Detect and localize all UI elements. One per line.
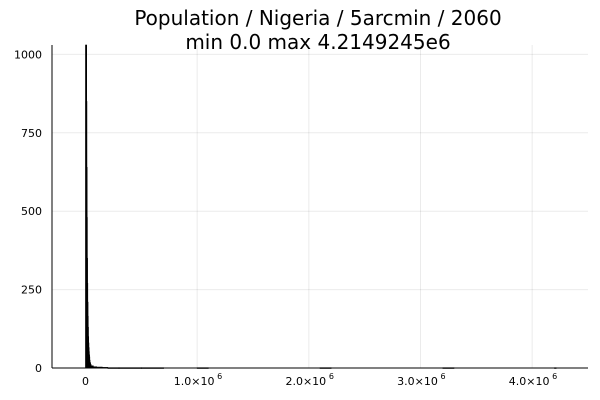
- grid-lines: [52, 45, 588, 369]
- x-tick-mantissa: 0: [82, 375, 89, 388]
- x-tick-exponent: 6: [441, 372, 446, 381]
- histogram-bar: [196, 367, 209, 369]
- histogram-bar: [554, 367, 557, 369]
- histogram-bar: [101, 367, 109, 369]
- histogram-bar: [118, 367, 142, 369]
- x-tick-exponent: 6: [552, 372, 557, 381]
- y-tick-label: 500: [21, 205, 42, 218]
- y-tick-label: 0: [35, 362, 42, 375]
- x-tick-mantissa: 3.0×10: [397, 375, 438, 388]
- x-tick-mantissa: 2.0×10: [285, 375, 326, 388]
- x-tick-label: 4.0×10 6: [509, 372, 557, 388]
- x-tick-mantissa: 4.0×10: [509, 375, 550, 388]
- x-tick-label: 2.0×10 6: [285, 372, 333, 388]
- y-tick-label: 750: [21, 127, 42, 140]
- x-tick-label: 0: [82, 375, 89, 388]
- chart-title-line-2: min 0.0 max 4.2149245e6: [185, 30, 450, 54]
- histogram-bar: [319, 367, 332, 369]
- x-tick-label: 3.0×10 6: [397, 372, 445, 388]
- histogram-bars: [85, 44, 557, 369]
- histogram-bar: [442, 367, 455, 369]
- y-tick-label: 250: [21, 284, 42, 297]
- axes: [51, 45, 588, 369]
- x-tick-label: 1.0×10 6: [174, 372, 222, 388]
- histogram-bar: [93, 366, 97, 369]
- y-tick-label: 1000: [14, 48, 42, 61]
- histogram-bar: [90, 365, 94, 369]
- x-tick-exponent: 6: [329, 372, 334, 381]
- histogram-bar: [107, 367, 120, 369]
- chart-title-line-1: Population / Nigeria / 5arcmin / 2060: [134, 6, 501, 30]
- x-tick-exponent: 6: [217, 372, 222, 381]
- histogram-bar: [96, 366, 103, 369]
- x-tick-mantissa: 1.0×10: [174, 375, 215, 388]
- histogram-bar: [141, 367, 164, 369]
